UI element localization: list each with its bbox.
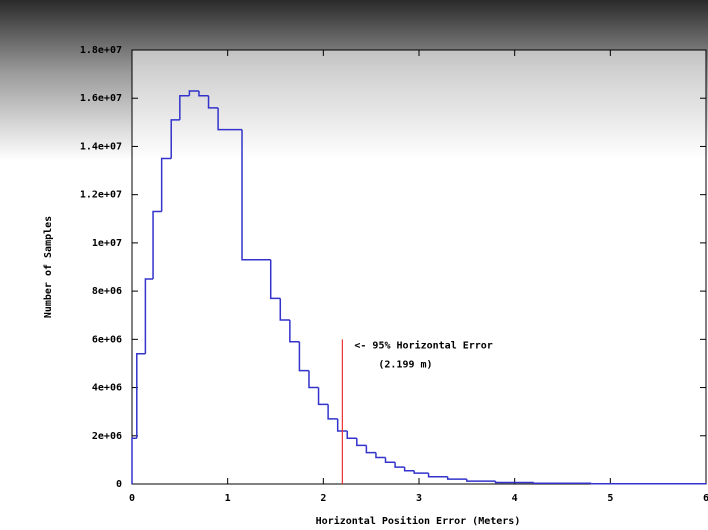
histogram-step [308,370,319,389]
histogram-step [269,259,281,300]
histogram-step [365,445,376,454]
histogram-step [384,457,396,464]
histogram-step [152,210,162,280]
y-tick-label: 6e+06 [92,334,122,345]
x-tick-label: 5 [607,493,613,504]
histogram-step [494,481,534,484]
histogram-step [241,129,271,261]
y-tick-label: 1e+07 [92,238,122,249]
x-tick-label: 3 [416,493,422,504]
histogram-step [346,430,357,439]
x-tick-label: 4 [512,493,518,504]
histogram-step [427,473,448,478]
histogram-step [198,90,209,97]
histogram-step [136,353,146,439]
y-tick-label: 4e+06 [92,383,122,394]
x-tick-label: 6 [703,493,708,504]
histogram-step [170,119,180,159]
histogram-step [144,278,154,354]
y-tick-label: 1.8e+07 [80,45,122,56]
histogram-step [327,404,338,420]
y-tick-label: 1.6e+07 [80,93,122,104]
y-tick-label: 1.2e+07 [80,190,122,201]
histogram-step [356,438,367,447]
histogram-step [289,320,300,343]
x-tick-label: 2 [320,493,326,504]
histogram-step [533,482,592,485]
histogram-step [279,298,290,321]
histogram-step [207,95,219,109]
histogram-step [336,418,348,432]
histogram-step [375,452,386,459]
y-tick-label: 0 [116,479,122,490]
x-tick-label: 0 [129,493,135,504]
histogram-step [298,341,309,372]
histogram-step [446,476,467,480]
annotation: <- 95% Horizontal Error [354,339,492,351]
histogram-step [590,483,707,485]
plot-frame [131,49,707,485]
histogram-step [188,90,199,96]
histogram-step [317,387,329,406]
histogram-step [179,95,190,120]
y-tick-label: 1.4e+07 [80,141,122,152]
histogram-step [217,107,243,131]
histogram-step [466,479,496,482]
histogram-step [394,462,405,468]
y-axis-label: Number of Samples [43,216,54,318]
histogram-step [403,467,415,472]
x-tick-label: 1 [225,493,231,504]
histogram-step [160,157,172,212]
histogram-step [413,470,429,474]
annotation: (2.199 m) [378,359,432,370]
histogram-step [131,437,137,484]
y-tick-label: 2e+06 [92,431,122,442]
y-tick-label: 8e+06 [92,286,122,297]
x-axis-label: Horizontal Position Error (Meters) [316,515,521,527]
